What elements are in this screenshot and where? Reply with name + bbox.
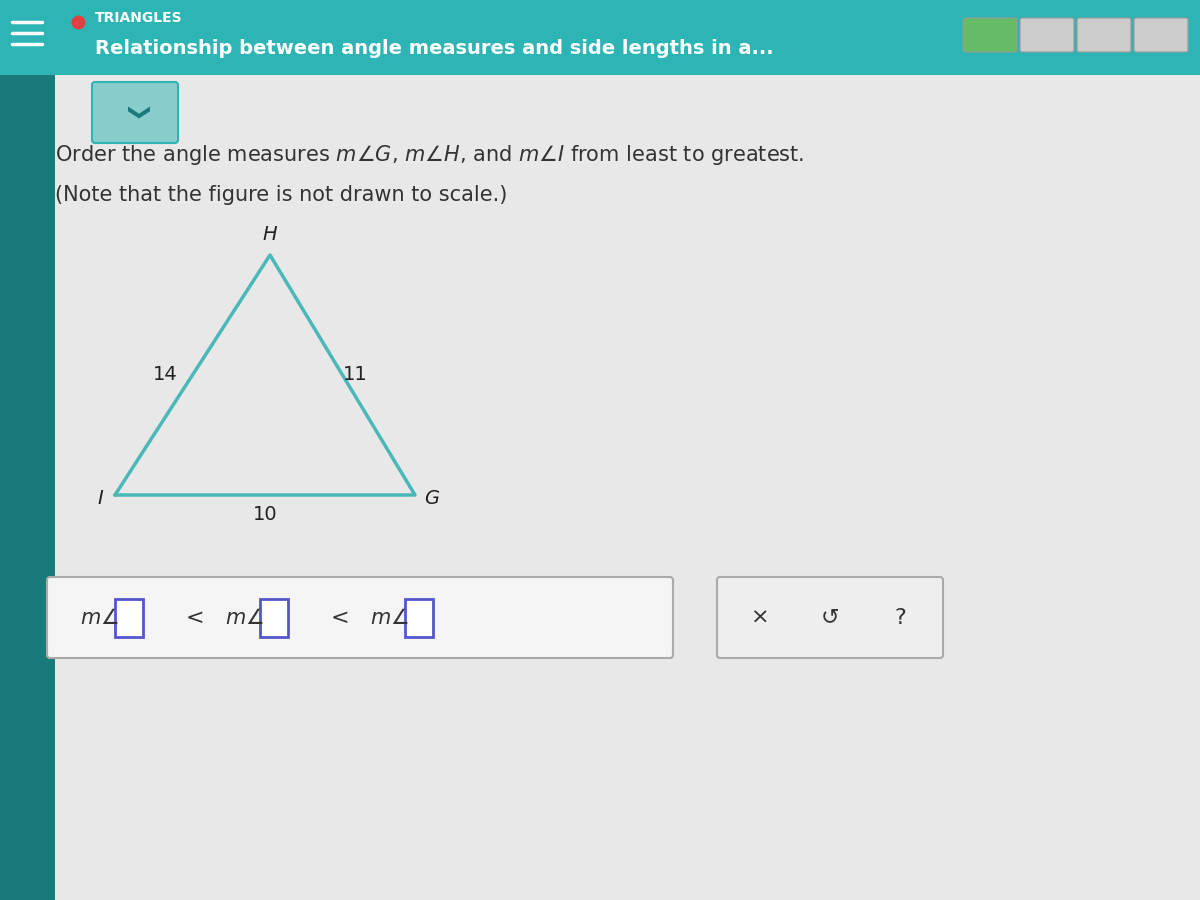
Text: Order the angle measures $m\angle G$, $m\angle H$, and $m\angle I$ from least to: Order the angle measures $m\angle G$, $m…: [55, 143, 804, 167]
Text: ↺: ↺: [821, 608, 839, 627]
Bar: [115, 598, 143, 636]
Text: G: G: [425, 489, 439, 508]
FancyBboxPatch shape: [47, 577, 673, 658]
Text: ❯: ❯: [124, 105, 146, 124]
Text: 11: 11: [343, 365, 367, 384]
Text: H: H: [263, 226, 277, 245]
Text: ×: ×: [751, 608, 769, 627]
FancyBboxPatch shape: [1134, 18, 1188, 52]
Bar: [406, 598, 433, 636]
Text: 10: 10: [253, 506, 277, 525]
Text: $m\angle$: $m\angle$: [370, 608, 409, 627]
Text: 14: 14: [152, 365, 178, 384]
FancyBboxPatch shape: [718, 577, 943, 658]
Text: TRIANGLES: TRIANGLES: [95, 11, 182, 25]
FancyBboxPatch shape: [92, 82, 178, 143]
Text: Relationship between angle measures and side lengths in a...: Relationship between angle measures and …: [95, 39, 774, 58]
Text: I: I: [97, 489, 103, 508]
Text: <: <: [331, 608, 349, 627]
Bar: [0, 75, 55, 900]
Text: $m\angle$: $m\angle$: [226, 608, 264, 627]
Text: $m\angle$: $m\angle$: [80, 608, 119, 627]
Bar: [260, 598, 288, 636]
Text: <: <: [186, 608, 204, 627]
FancyBboxPatch shape: [1020, 18, 1074, 52]
Text: (Note that the figure is not drawn to scale.): (Note that the figure is not drawn to sc…: [55, 185, 508, 205]
FancyBboxPatch shape: [1078, 18, 1132, 52]
FancyBboxPatch shape: [964, 18, 1018, 52]
Bar: [0, 0, 1200, 75]
Text: ?: ?: [894, 608, 906, 627]
